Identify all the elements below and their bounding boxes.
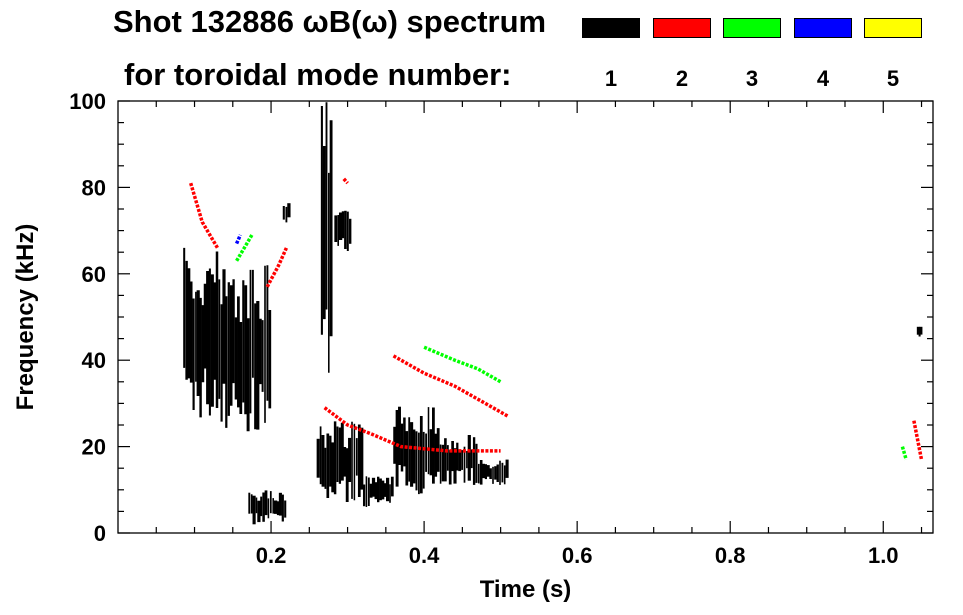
series-4-track-0 [234, 234, 243, 245]
chart-title-line2: for toroidal mode number: [124, 57, 512, 92]
legend-swatch-1 [582, 18, 640, 38]
legend-label-4: 4 [816, 66, 830, 91]
x-tick-label-3: 0.8 [715, 543, 746, 568]
legend-swatch-2 [653, 18, 711, 38]
series-2-track-0 [323, 406, 501, 453]
axes-frame [117, 100, 934, 534]
axes: 0.2 0.4 0.6 0.8 1.0 0 20 40 60 80 100 Time (s) Frequ… [12, 89, 934, 603]
x-tick-label-0: 0.2 [256, 543, 287, 568]
series-3-track-1 [235, 234, 254, 262]
plot-area [183, 102, 924, 525]
y-tick-label-5: 100 [69, 89, 106, 114]
series-3-track-2 [900, 446, 908, 461]
y-tick-label-2: 40 [82, 348, 106, 373]
y-tick-label-4: 80 [82, 175, 106, 200]
legend-label-5: 5 [886, 66, 900, 91]
x-axis-label: Time (s) [480, 576, 572, 603]
y-tick-label-1: 20 [82, 435, 106, 460]
series-3-track-0 [423, 345, 502, 384]
series-2-track-1 [392, 354, 510, 418]
legend-label-3: 3 [745, 66, 759, 91]
legend-swatch-5 [864, 18, 922, 38]
x-tick-label-1: 0.4 [409, 543, 440, 568]
y-axis-label: Frequency (kHz) [12, 224, 39, 411]
legend-swatch-3 [723, 18, 781, 38]
series-2-track-4 [342, 177, 349, 185]
series-2-track-5 [912, 420, 924, 460]
legend-label-1: 1 [604, 66, 618, 91]
legend-label-2: 2 [675, 66, 689, 91]
x-tick-label-4: 1.0 [868, 543, 899, 568]
chart-title-line1: Shot 132886 ωB(ω) spectrum [113, 4, 547, 39]
y-tick-label-3: 60 [82, 262, 106, 287]
series-2-track-2 [265, 247, 288, 288]
legend-swatch-4 [794, 18, 852, 38]
x-tick-label-2: 0.6 [562, 543, 593, 568]
series-2-track-3 [189, 182, 220, 249]
y-tick-label-0: 0 [94, 521, 106, 546]
